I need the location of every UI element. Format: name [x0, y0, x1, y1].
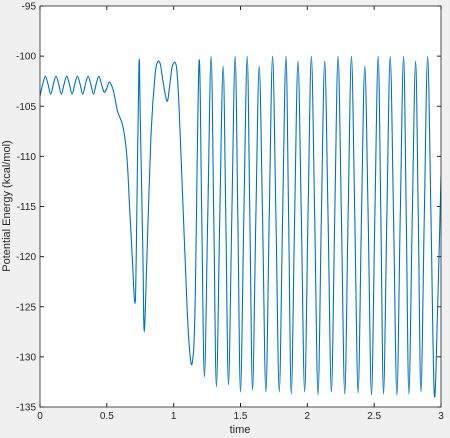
x-tick-label: 2 — [305, 411, 311, 422]
y-tick-label: -115 — [17, 202, 37, 213]
plot-area — [40, 6, 441, 407]
data-line — [40, 55, 441, 398]
y-tick-label: -135 — [16, 403, 36, 414]
x-tick-label: 3 — [438, 411, 444, 422]
x-tick-label: 1.5 — [234, 411, 248, 422]
x-tick-label: 1 — [171, 411, 177, 422]
y-tick-label: -95 — [22, 2, 37, 13]
y-tick-label: -105 — [16, 102, 36, 113]
y-axis-label: Potential Energy (kcal/mol) — [1, 140, 13, 271]
y-tick-label: -100 — [16, 52, 36, 63]
y-tick-label: -110 — [17, 152, 37, 163]
y-tick-label: -130 — [16, 352, 36, 363]
x-tick-label: 0.5 — [100, 411, 114, 422]
plot-border — [39, 5, 442, 408]
x-tick-label: 2.5 — [367, 411, 381, 422]
x-tick-label: 0 — [37, 411, 43, 422]
x-axis-label: time — [230, 424, 251, 436]
y-tick-label: -120 — [16, 252, 36, 263]
y-tick-label: -125 — [16, 302, 36, 313]
